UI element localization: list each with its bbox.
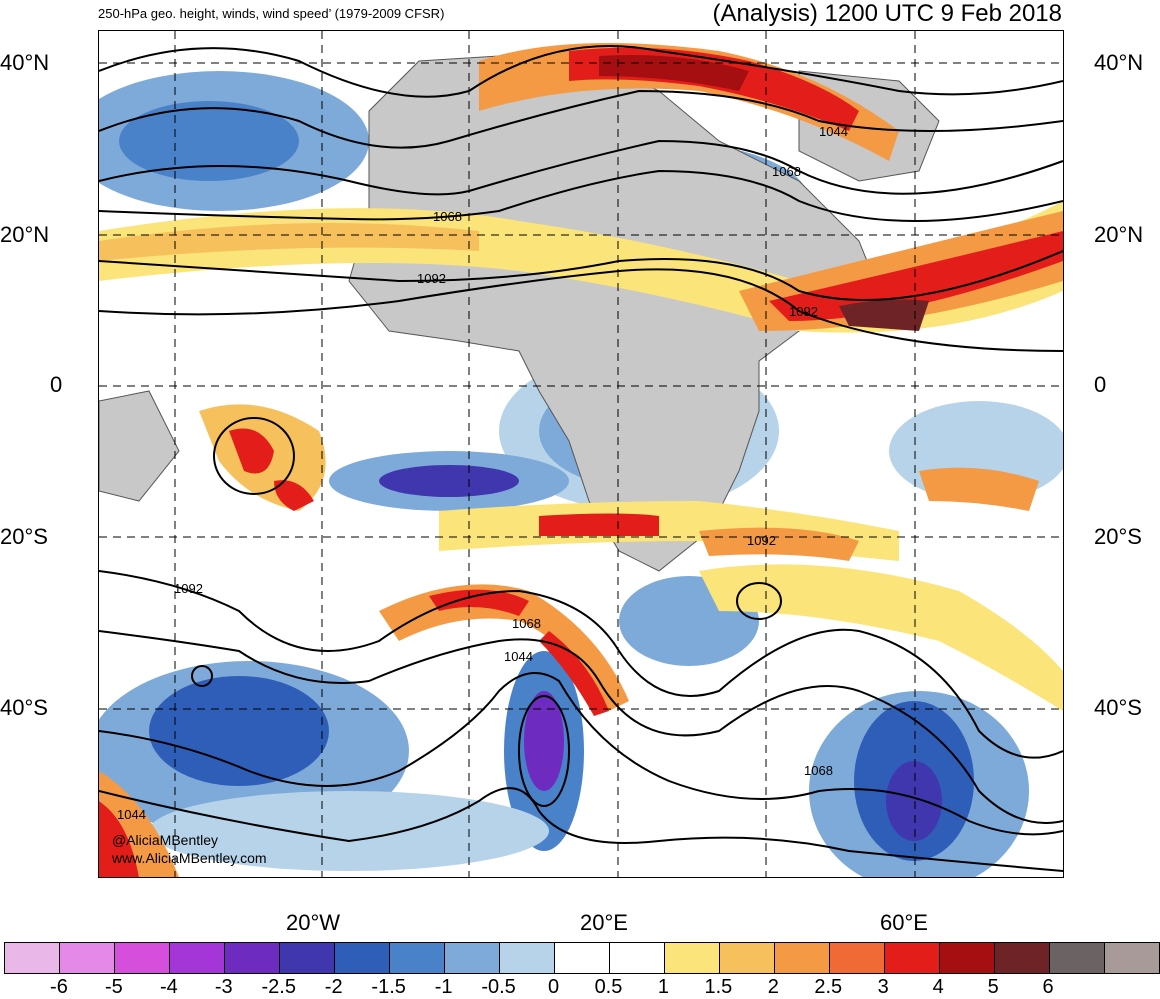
height-label: 1092	[174, 581, 203, 596]
lat-label-eq-right: 0	[1094, 372, 1107, 397]
lon-label-20e: 20°E	[580, 910, 628, 935]
color-scale-swatch	[390, 943, 445, 973]
color-scale-tick-label: -2	[324, 976, 343, 998]
color-scale-swatch	[995, 943, 1050, 973]
chart-subtitle: 250-hPa geo. height, winds, wind speed’ …	[98, 6, 445, 21]
color-scale-swatch	[225, 943, 280, 973]
color-scale-bar	[4, 942, 1160, 974]
color-scale-tick-label: 2.5	[814, 976, 843, 998]
color-scale-tick-label: 3	[877, 976, 889, 998]
color-scale-tick-label: 2	[767, 976, 779, 998]
lon-label-60e: 60°E	[880, 910, 928, 935]
map-panel: 1068 1092 1044 1068 1092 1092 1092 1068 …	[98, 30, 1064, 878]
color-scale-tick-label: -2.5	[261, 976, 296, 998]
height-label: 1068	[804, 763, 833, 778]
color-scale-tick-labels: -6 -5 -4 -3 -2.5 -2 -1.5 -1 -0.5 0 0.5 1 1.5 2 2.5 3 4 5 6	[0, 976, 1160, 998]
color-scale-tick-label: 0	[547, 976, 560, 998]
color-scale-tick-label: -1.5	[371, 976, 406, 998]
height-label: 1044	[117, 807, 146, 822]
lat-label-40s-right: 40°S	[1094, 695, 1142, 720]
color-scale-swatch	[720, 943, 775, 973]
height-label: 1044	[504, 649, 533, 664]
lat-label-40s-left: 40°S	[0, 695, 48, 720]
color-scale-swatch	[665, 943, 720, 973]
lat-label-20s-left: 20°S	[0, 524, 48, 549]
color-scale-swatch	[5, 943, 60, 973]
lat-label-40n-right: 40°N	[1094, 50, 1144, 75]
color-scale-tick-label: 5	[987, 976, 999, 998]
color-scale-tick-label: -6	[50, 976, 68, 998]
color-scale-swatch	[60, 943, 115, 973]
color-scale-swatch	[115, 943, 170, 973]
height-contours	[99, 45, 1063, 872]
color-scale-swatch	[555, 943, 610, 973]
height-label: 1092	[747, 533, 776, 548]
color-scale-tick-label: -5	[104, 976, 123, 998]
color-scale-tick-label: 1	[657, 976, 669, 998]
color-scale-swatch	[775, 943, 830, 973]
lat-label-20n-right: 20°N	[1094, 222, 1144, 247]
color-scale-swatch	[830, 943, 885, 973]
lat-label-40n-left: 40°N	[0, 50, 50, 75]
lat-label-eq-left: 0	[50, 372, 63, 397]
color-scale-tick-label: 4	[932, 976, 944, 998]
height-label: 1092	[417, 271, 446, 286]
lat-lon-grid	[99, 31, 1063, 877]
color-scale-tick-label: -4	[159, 976, 178, 998]
credit-handle: @AliciaMBentley	[112, 832, 219, 848]
map-svg: 1068 1092 1044 1068 1092 1092 1092 1068 …	[99, 31, 1063, 877]
color-scale-tick-label: 6	[1042, 976, 1054, 998]
color-scale-tick-label: -0.5	[481, 976, 516, 998]
color-scale-swatch	[610, 943, 665, 973]
color-scale-swatch	[1050, 943, 1105, 973]
height-label: 1068	[433, 209, 462, 224]
color-scale-swatch	[170, 943, 225, 973]
color-scale-swatch	[940, 943, 995, 973]
color-scale-swatch	[1105, 943, 1159, 973]
height-label: 1068	[772, 164, 801, 179]
color-scale-swatch	[280, 943, 335, 973]
credit-website: www.AliciaMBentley.com	[112, 850, 267, 866]
color-scale-tick-label: 0.5	[594, 976, 623, 998]
color-scale-swatch	[885, 943, 940, 973]
color-scale-swatch	[335, 943, 390, 973]
chart-title: (Analysis) 1200 UTC 9 Feb 2018	[712, 0, 1063, 27]
lon-label-20w: 20°W	[286, 910, 341, 935]
color-scale-swatch	[500, 943, 555, 973]
color-scale-swatch	[445, 943, 500, 973]
color-scale-tick-label: -1	[434, 976, 453, 998]
color-scale-tick-label: 1.5	[704, 976, 733, 998]
color-scale-tick-label: -3	[214, 976, 233, 998]
height-label: 1092	[789, 304, 818, 319]
height-label: 1044	[819, 124, 848, 139]
lat-label-20n-left: 20°N	[0, 222, 50, 247]
lat-label-20s-right: 20°S	[1094, 524, 1142, 549]
height-label: 1068	[512, 616, 541, 631]
